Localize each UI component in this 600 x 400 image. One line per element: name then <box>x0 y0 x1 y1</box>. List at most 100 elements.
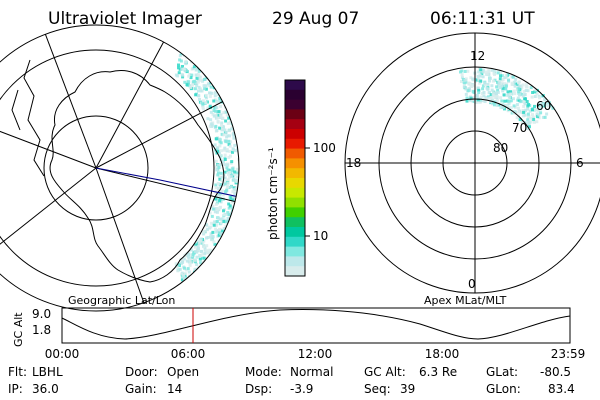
geographic-map <box>0 24 244 312</box>
aurora-pixel <box>481 68 485 72</box>
aurora-pixel <box>230 169 234 173</box>
aurora-pixel <box>227 223 231 227</box>
aurora-pixel <box>235 121 239 125</box>
aurora-pixel <box>197 74 201 77</box>
aurora-pixel <box>231 222 235 226</box>
aurora-pixel <box>493 68 497 72</box>
aurora-pixel <box>182 257 186 261</box>
glat-label: GLat: <box>486 365 518 379</box>
aurora-pixel <box>196 78 200 82</box>
aurora-pixel <box>228 149 232 153</box>
aurora-pixel <box>185 259 189 263</box>
aurora-pixel <box>220 189 224 193</box>
aurora-pixel <box>213 70 217 74</box>
aurora-pixel <box>216 256 220 260</box>
aurora-pixel <box>526 107 530 111</box>
aurora-pixel <box>188 258 192 262</box>
aurora-pixel <box>213 220 217 224</box>
aurora-pixel <box>195 60 199 64</box>
aurora-pixel <box>233 170 237 174</box>
aurora-pixel <box>486 97 490 101</box>
aurora-pixel <box>233 219 237 223</box>
aurora-pixel <box>241 144 244 147</box>
aurora-pixel <box>223 83 227 87</box>
aurora-pixel <box>222 209 225 213</box>
aurora-pixel <box>195 45 199 49</box>
aurora-pixel <box>225 242 229 246</box>
aurora-pixel <box>534 108 537 112</box>
aurora-pixel <box>197 241 201 245</box>
aurora-pixel <box>225 188 229 192</box>
aurora-pixel <box>211 262 215 266</box>
aurora-pixel <box>216 120 220 124</box>
aurora-pixel <box>204 249 208 253</box>
aurora-pixel <box>520 86 524 90</box>
aurora-pixel <box>229 140 233 144</box>
aurora-pixel <box>521 94 525 98</box>
aurora-pixel <box>499 105 503 109</box>
aurora-pixel <box>187 39 191 43</box>
aurora-pixel <box>517 90 521 94</box>
aurora-pixel <box>191 49 195 53</box>
aurora-pixel <box>492 91 496 95</box>
aurora-pixel <box>209 235 213 239</box>
aurora-pixel <box>213 253 217 257</box>
aurora-pixel <box>189 261 193 265</box>
aurora-pixel <box>194 93 198 97</box>
aurora-pixel <box>496 71 500 75</box>
aurora-pixel <box>477 91 481 95</box>
aurora-pixel <box>216 113 220 117</box>
aurora-pixel <box>188 263 192 267</box>
aurora-pixel <box>198 292 202 296</box>
aurora-pixel <box>226 181 230 185</box>
aurora-pixel <box>225 90 229 93</box>
aurora-pixel <box>232 136 236 140</box>
aurora-pixel <box>236 211 239 215</box>
aurora-pixel <box>499 71 502 75</box>
aurora-pixel <box>240 194 243 197</box>
aurora-pixel <box>212 114 216 118</box>
aurora-pixel <box>219 232 223 236</box>
aurora-pixel <box>462 85 466 89</box>
aurora-pixel <box>503 82 507 86</box>
aurora-pixel <box>203 266 207 270</box>
colorbar-cell <box>285 158 305 169</box>
aurora-pixel <box>220 179 224 183</box>
aurora-pixel <box>216 173 220 177</box>
aurora-pixel <box>231 112 235 116</box>
aurora-pixel <box>210 68 214 72</box>
aurora-pixel <box>479 79 483 83</box>
aurora-pixel <box>218 183 222 187</box>
aurora-pixel <box>239 156 242 159</box>
colorbar-cell <box>285 168 305 179</box>
aurora-pixel <box>233 218 236 222</box>
aurora-pixel <box>231 200 235 204</box>
aurora-pixel <box>194 243 198 247</box>
aurora-pixel <box>186 34 190 38</box>
aurora-pixel <box>227 155 231 159</box>
aurora-pixel <box>190 73 194 77</box>
aurora-pixel <box>483 83 487 87</box>
aurora-pixel <box>215 110 219 114</box>
altitude-curve <box>61 309 571 340</box>
aurora-pixel <box>502 93 506 97</box>
aurora-pixel <box>218 137 221 141</box>
aurora-pixel <box>225 148 229 151</box>
aurora-pixel <box>237 125 239 129</box>
aurora-pixel <box>495 85 499 89</box>
aurora-pixel <box>189 85 192 89</box>
timeline-ytick-low: 1.8 <box>32 323 51 337</box>
aurora-pixel <box>186 286 190 290</box>
aurora-pixel <box>194 279 198 283</box>
aurora-pixel <box>225 84 229 87</box>
time-label: 06:11:31 UT <box>430 9 535 29</box>
aurora-pixel <box>225 113 229 117</box>
aurora-pixel <box>208 277 212 281</box>
aurora-pixel <box>210 78 214 82</box>
aurora-pixel <box>206 236 210 239</box>
aurora-pixel <box>474 98 478 102</box>
aurora-pixel <box>541 103 545 107</box>
aurora-pixel <box>528 109 532 113</box>
aurora-pixel <box>537 113 541 117</box>
aurora-pixel <box>214 183 218 187</box>
